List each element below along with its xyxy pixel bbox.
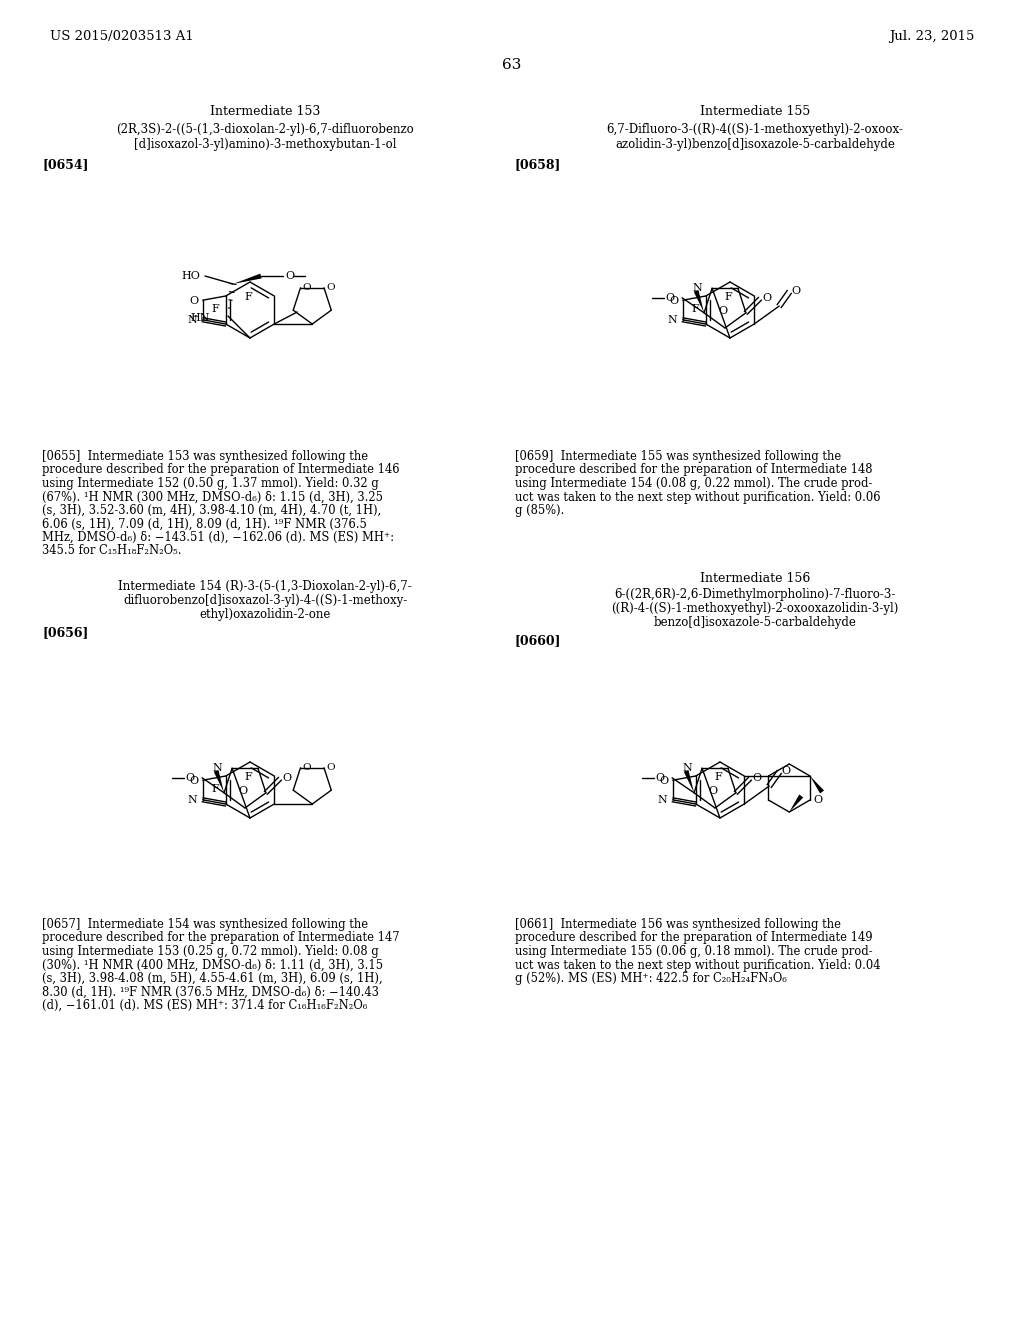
Text: procedure described for the preparation of Intermediate 148: procedure described for the preparation … xyxy=(515,463,872,477)
Polygon shape xyxy=(233,273,262,284)
Text: F: F xyxy=(212,784,219,795)
Polygon shape xyxy=(214,770,224,793)
Text: (67%). ¹H NMR (300 MHz, DMSO-d₆) δ: 1.15 (d, 3H), 3.25: (67%). ¹H NMR (300 MHz, DMSO-d₆) δ: 1.15… xyxy=(42,491,383,503)
Text: Jul. 23, 2015: Jul. 23, 2015 xyxy=(889,30,974,44)
Text: (30%). ¹H NMR (400 MHz, DMSO-d₆) δ: 1.11 (d, 3H), 3.15: (30%). ¹H NMR (400 MHz, DMSO-d₆) δ: 1.11… xyxy=(42,958,383,972)
Text: (s, 3H), 3.52-3.60 (m, 4H), 3.98-4.10 (m, 4H), 4.70 (t, 1H),: (s, 3H), 3.52-3.60 (m, 4H), 3.98-4.10 (m… xyxy=(42,504,381,517)
Text: N: N xyxy=(668,314,678,325)
Text: O: O xyxy=(239,785,248,796)
Text: (2R,3S)-2-((5-(1,3-dioxolan-2-yl)-6,7-difluorobenzo: (2R,3S)-2-((5-(1,3-dioxolan-2-yl)-6,7-di… xyxy=(116,123,414,136)
Text: N: N xyxy=(657,795,668,805)
Text: O: O xyxy=(659,776,669,787)
Text: using Intermediate 153 (0.25 g, 0.72 mmol). Yield: 0.08 g: using Intermediate 153 (0.25 g, 0.72 mmo… xyxy=(42,945,379,958)
Text: O: O xyxy=(762,293,771,302)
Text: (s, 3H), 3.98-4.08 (m, 5H), 4.55-4.61 (m, 3H), 6.09 (s, 1H),: (s, 3H), 3.98-4.08 (m, 5H), 4.55-4.61 (m… xyxy=(42,972,383,985)
Text: O: O xyxy=(669,296,678,306)
Text: O: O xyxy=(719,306,728,315)
Text: O: O xyxy=(189,776,199,787)
Text: [0659]  Intermediate 155 was synthesized following the: [0659] Intermediate 155 was synthesized … xyxy=(515,450,842,463)
Text: O: O xyxy=(282,772,291,783)
Text: F: F xyxy=(724,292,732,302)
Text: using Intermediate 154 (0.08 g, 0.22 mmol). The crude prod-: using Intermediate 154 (0.08 g, 0.22 mmo… xyxy=(515,477,872,490)
Text: O: O xyxy=(665,293,674,302)
Text: using Intermediate 152 (0.50 g, 1.37 mmol). Yield: 0.32 g: using Intermediate 152 (0.50 g, 1.37 mmo… xyxy=(42,477,379,490)
Text: N: N xyxy=(187,795,198,805)
Text: procedure described for the preparation of Intermediate 146: procedure described for the preparation … xyxy=(42,463,399,477)
Text: azolidin-3-yl)benzo[d]isoxazole-5-carbaldehyde: azolidin-3-yl)benzo[d]isoxazole-5-carbal… xyxy=(615,139,895,150)
Text: uct was taken to the next step without purification. Yield: 0.06: uct was taken to the next step without p… xyxy=(515,491,881,503)
Text: [d]isoxazol-3-yl)amino)-3-methoxybutan-1-ol: [d]isoxazol-3-yl)amino)-3-methoxybutan-1… xyxy=(134,139,396,150)
Text: (d), −161.01 (d). MS (ES) MH⁺: 371.4 for C₁₆H₁₆F₂N₂O₆: (d), −161.01 (d). MS (ES) MH⁺: 371.4 for… xyxy=(42,999,368,1012)
Text: procedure described for the preparation of Intermediate 149: procedure described for the preparation … xyxy=(515,932,872,945)
Text: benzo[d]isoxazole-5-carbaldehyde: benzo[d]isoxazole-5-carbaldehyde xyxy=(653,616,856,630)
Text: F: F xyxy=(692,304,699,314)
Text: [0655]  Intermediate 153 was synthesized following the: [0655] Intermediate 153 was synthesized … xyxy=(42,450,368,463)
Text: 6-((2R,6R)-2,6-Dimethylmorpholino)-7-fluoro-3-: 6-((2R,6R)-2,6-Dimethylmorpholino)-7-flu… xyxy=(614,587,896,601)
Text: 8.30 (d, 1H). ¹⁹F NMR (376.5 MHz, DMSO-d₆) δ: −140.43: 8.30 (d, 1H). ¹⁹F NMR (376.5 MHz, DMSO-d… xyxy=(42,986,379,998)
Text: difluorobenzo[d]isoxazol-3-yl)-4-((S)-1-methoxy-: difluorobenzo[d]isoxazol-3-yl)-4-((S)-1-… xyxy=(123,594,408,607)
Text: O: O xyxy=(302,763,311,772)
Text: Intermediate 155: Intermediate 155 xyxy=(699,106,810,117)
Text: [0657]  Intermediate 154 was synthesized following the: [0657] Intermediate 154 was synthesized … xyxy=(42,917,368,931)
Text: O: O xyxy=(655,772,665,783)
Text: O: O xyxy=(285,271,294,281)
Text: O: O xyxy=(326,763,335,772)
Text: Intermediate 156: Intermediate 156 xyxy=(699,572,810,585)
Text: [0658]: [0658] xyxy=(515,158,561,172)
Text: ((R)-4-((S)-1-methoxyethyl)-2-oxooxazolidin-3-yl): ((R)-4-((S)-1-methoxyethyl)-2-oxooxazoli… xyxy=(611,602,899,615)
Text: uct was taken to the next step without purification. Yield: 0.04: uct was taken to the next step without p… xyxy=(515,958,881,972)
Text: O: O xyxy=(792,286,801,296)
Text: g (52%). MS (ES) MH⁺: 422.5 for C₂₀H₂₄FN₃O₆: g (52%). MS (ES) MH⁺: 422.5 for C₂₀H₂₄FN… xyxy=(515,972,786,985)
Text: F: F xyxy=(244,292,252,302)
Text: ethyl)oxazolidin-2-one: ethyl)oxazolidin-2-one xyxy=(200,609,331,620)
Text: N: N xyxy=(212,763,222,774)
Text: O: O xyxy=(813,795,822,805)
Text: [0661]  Intermediate 156 was synthesized following the: [0661] Intermediate 156 was synthesized … xyxy=(515,917,841,931)
Text: F: F xyxy=(244,772,252,781)
Text: N: N xyxy=(187,314,198,325)
Text: US 2015/0203513 A1: US 2015/0203513 A1 xyxy=(50,30,194,44)
Text: F: F xyxy=(714,772,722,781)
Text: Intermediate 153: Intermediate 153 xyxy=(210,106,321,117)
Text: g (85%).: g (85%). xyxy=(515,504,564,517)
Text: procedure described for the preparation of Intermediate 147: procedure described for the preparation … xyxy=(42,932,399,945)
Text: F: F xyxy=(212,304,219,314)
Text: O: O xyxy=(185,772,195,783)
Text: 6.06 (s, 1H), 7.09 (d, 1H), 8.09 (d, 1H). ¹⁹F NMR (376.5: 6.06 (s, 1H), 7.09 (d, 1H), 8.09 (d, 1H)… xyxy=(42,517,367,531)
Text: 6,7-Difluoro-3-((R)-4((S)-1-methoxyethyl)-2-oxoox-: 6,7-Difluoro-3-((R)-4((S)-1-methoxyethyl… xyxy=(606,123,903,136)
Text: O: O xyxy=(189,296,199,306)
Text: [0656]: [0656] xyxy=(42,626,88,639)
Polygon shape xyxy=(790,795,803,812)
Text: O: O xyxy=(781,766,791,776)
Text: N: N xyxy=(682,763,692,774)
Text: using Intermediate 155 (0.06 g, 0.18 mmol). The crude prod-: using Intermediate 155 (0.06 g, 0.18 mmo… xyxy=(515,945,872,958)
Text: [0660]: [0660] xyxy=(515,634,561,647)
Text: Intermediate 154 (R)-3-(5-(1,3-Dioxolan-2-yl)-6,7-: Intermediate 154 (R)-3-(5-(1,3-Dioxolan-… xyxy=(118,579,412,593)
Polygon shape xyxy=(693,290,705,313)
Text: MHz, DMSO-d₆) δ: −143.51 (d), −162.06 (d). MS (ES) MH⁺:: MHz, DMSO-d₆) δ: −143.51 (d), −162.06 (d… xyxy=(42,531,394,544)
Polygon shape xyxy=(810,776,824,793)
Text: HN: HN xyxy=(190,313,210,323)
Text: O: O xyxy=(302,284,311,292)
Text: 345.5 for C₁₅H₁₈F₂N₂O₅.: 345.5 for C₁₅H₁₈F₂N₂O₅. xyxy=(42,544,181,557)
Text: O: O xyxy=(709,785,718,796)
Text: O: O xyxy=(326,284,335,292)
Polygon shape xyxy=(684,770,694,793)
Text: O: O xyxy=(752,772,761,783)
Text: [0654]: [0654] xyxy=(42,158,88,172)
Text: N: N xyxy=(692,284,702,293)
Text: HO: HO xyxy=(181,271,200,281)
Text: 63: 63 xyxy=(503,58,521,73)
